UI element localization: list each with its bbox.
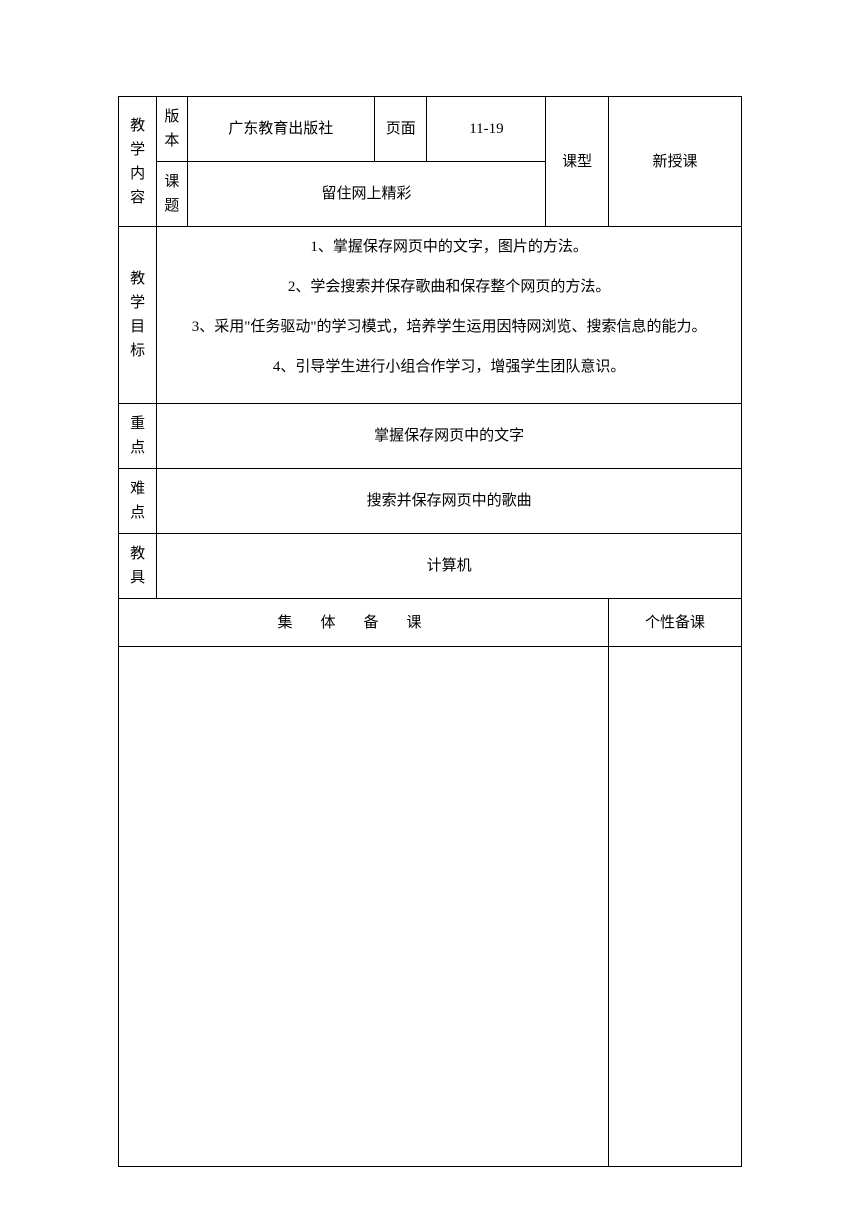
difficult-value: 搜索并保存网页中的歌曲 [157, 469, 742, 534]
lesson-plan-table: 教学内容 版本 广东教育出版社 页面 11-19 课型 新授课 课题 留住网上精… [118, 96, 742, 1167]
group-prep-content [119, 647, 609, 1167]
topic-label: 课题 [157, 162, 187, 227]
row-objectives: 教学目标 1、掌握保存网页中的文字，图片的方法。 2、学会搜索并保存歌曲和保存整… [119, 227, 742, 404]
version-label: 版本 [157, 97, 187, 162]
individual-prep-label: 个性备课 [608, 599, 741, 647]
individual-prep-content [608, 647, 741, 1167]
row-content-version: 教学内容 版本 广东教育出版社 页面 11-19 课型 新授课 [119, 97, 742, 162]
row-prep-content [119, 647, 742, 1167]
class-type-value: 新授课 [608, 97, 741, 227]
tools-label: 教具 [119, 534, 157, 599]
content-label: 教学内容 [119, 97, 157, 227]
objective-1: 1、掌握保存网页中的文字，图片的方法。 [163, 235, 735, 259]
objective-2: 2、学会搜索并保存歌曲和保存整个网页的方法。 [163, 275, 735, 299]
keypoint-label: 重点 [119, 404, 157, 469]
row-tools: 教具 计算机 [119, 534, 742, 599]
page-range: 11-19 [427, 97, 546, 162]
objective-4: 4、引导学生进行小组合作学习，增强学生团队意识。 [163, 355, 735, 379]
topic-value: 留住网上精彩 [187, 162, 546, 227]
page-label: 页面 [375, 97, 427, 162]
row-prep-header: 集体备课 个性备课 [119, 599, 742, 647]
difficult-label: 难点 [119, 469, 157, 534]
objectives-label: 教学目标 [119, 227, 157, 404]
objective-3: 3、采用"任务驱动"的学习模式，培养学生运用因特网浏览、搜索信息的能力。 [163, 315, 735, 339]
row-keypoint: 重点 掌握保存网页中的文字 [119, 404, 742, 469]
row-difficult: 难点 搜索并保存网页中的歌曲 [119, 469, 742, 534]
objectives-content: 1、掌握保存网页中的文字，图片的方法。 2、学会搜索并保存歌曲和保存整个网页的方… [157, 227, 742, 404]
group-prep-label: 集体备课 [119, 599, 609, 647]
publisher-cell: 广东教育出版社 [187, 97, 375, 162]
class-type-label: 课型 [546, 97, 609, 227]
keypoint-value: 掌握保存网页中的文字 [157, 404, 742, 469]
tools-value: 计算机 [157, 534, 742, 599]
